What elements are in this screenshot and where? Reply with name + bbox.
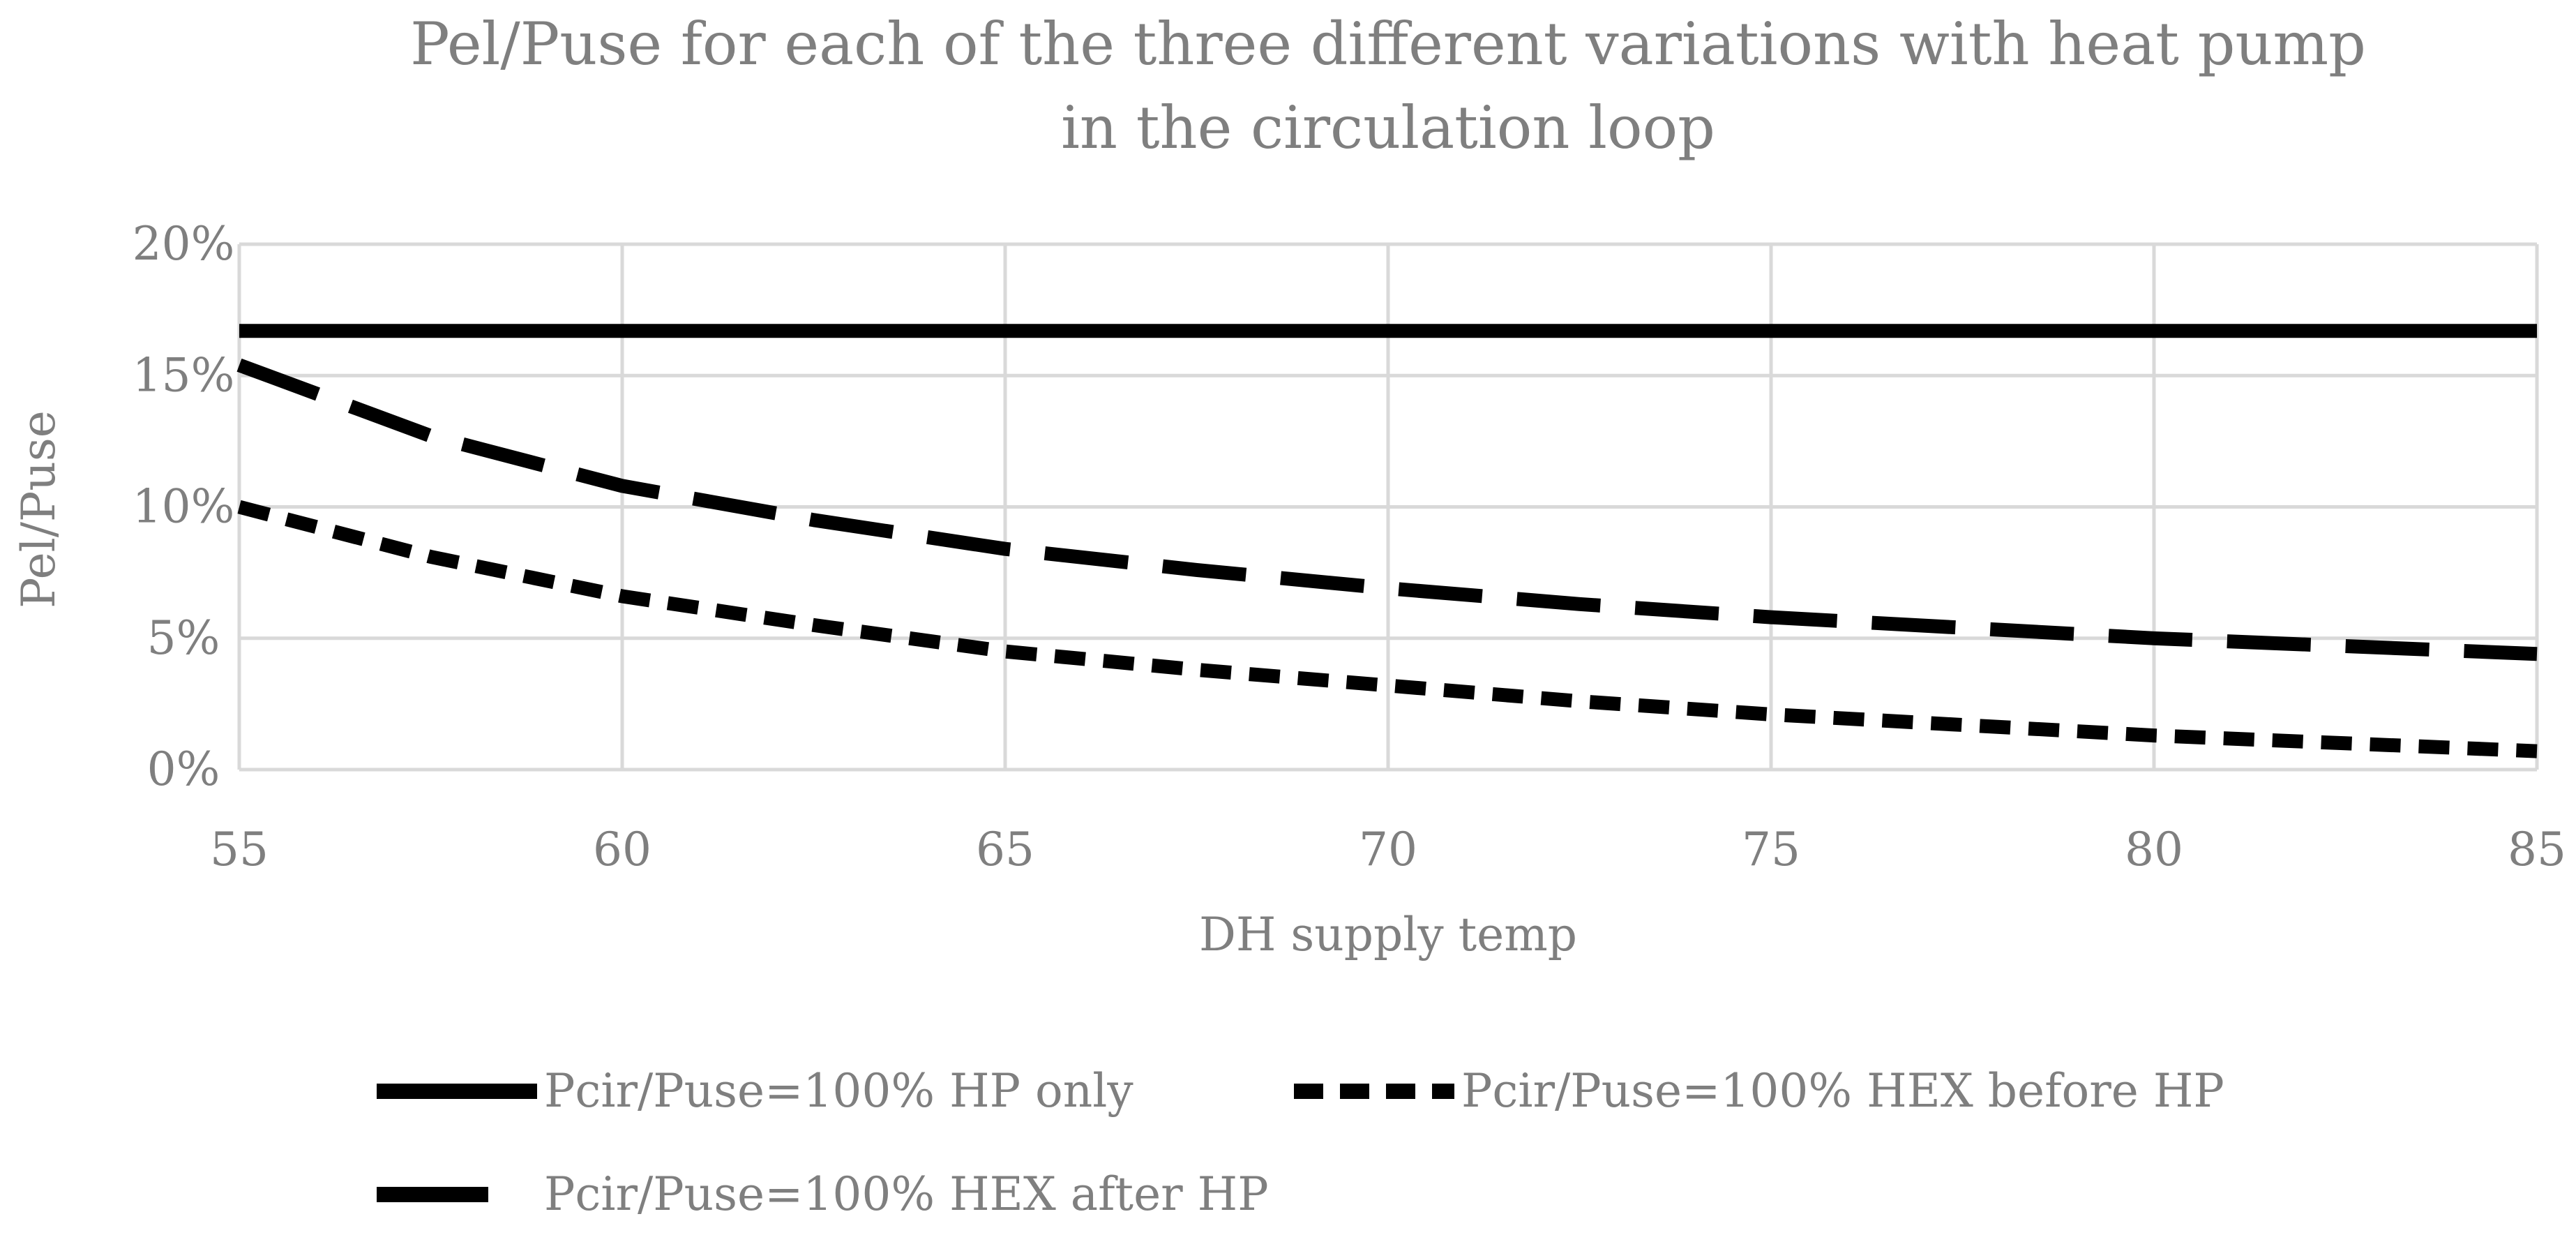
chart-title: Pel/Puse for each of the three different… (410, 10, 2366, 162)
x-axis-label: DH supply temp (1199, 908, 1577, 961)
y-axis-label: Pel/Puse (12, 410, 66, 608)
x-tick-label: 85 (2508, 823, 2566, 876)
series-lines (236, 324, 2538, 758)
y-tick-label: 5% (147, 611, 220, 665)
legend-item-2: Pcir/Puse=100% HEX before HP (1294, 1064, 2224, 1118)
x-tick-label: 65 (976, 823, 1034, 876)
chart-title-line-2: in the circulation loop (1061, 93, 1715, 162)
y-tick-label: 0% (147, 742, 220, 796)
legend-item-3: Pcir/Puse=100% HEX after HP (377, 1167, 1269, 1221)
y-tick-label: 15% (133, 348, 235, 402)
y-tick-label: 20% (133, 217, 235, 271)
legend: Pcir/Puse=100% HP only Pcir/Puse=100% HEX… (377, 1064, 2224, 1221)
x-axis-ticks: 55 60 65 70 75 80 85 (210, 823, 2566, 876)
series-line-2 (237, 500, 2538, 758)
y-tick-label: 10% (133, 480, 235, 534)
legend-item-1: Pcir/Puse=100% HP only (377, 1064, 1133, 1118)
chart-title-line-1: Pel/Puse for each of the three different… (410, 10, 2366, 78)
x-tick-label: 55 (210, 823, 269, 876)
series-line-3 (236, 358, 2538, 661)
x-tick-label: 80 (2125, 823, 2183, 876)
legend-label: Pcir/Puse=100% HP only (544, 1064, 1133, 1118)
x-tick-label: 60 (593, 823, 651, 876)
x-tick-label: 75 (1742, 823, 1800, 876)
x-tick-label: 70 (1359, 823, 1417, 876)
y-axis-ticks: 0% 5% 10% 15% 20% (133, 217, 235, 796)
legend-label: Pcir/Puse=100% HEX after HP (544, 1167, 1269, 1221)
grid (237, 242, 2539, 772)
legend-label: Pcir/Puse=100% HEX before HP (1461, 1064, 2224, 1118)
